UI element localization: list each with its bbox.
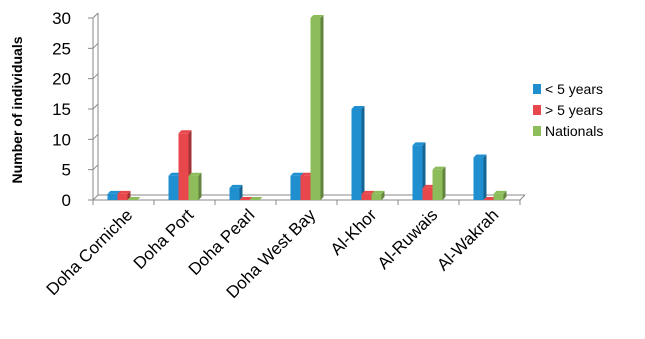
y-tick-label: 10 (52, 130, 71, 149)
bar-over-5-years (483, 197, 497, 200)
y-tick-depth (92, 164, 99, 171)
legend-label: Nationals (545, 123, 603, 139)
bar-under-5-years (473, 154, 487, 200)
bar-under-5-years (351, 106, 365, 200)
bar-nationals (432, 166, 446, 200)
x-tick-label: Al-Khor (327, 205, 381, 259)
y-tick-label: 15 (52, 100, 71, 119)
legend-label: < 5 years (545, 81, 603, 97)
x-tick-label: Al-Wakrah (433, 205, 502, 274)
bar-under-5-years (229, 184, 243, 200)
bar-nationals (188, 172, 202, 200)
bar-under-5-years (412, 142, 426, 200)
y-tick-label: 0 (62, 191, 71, 210)
x-tick-label: Al-Ruwais (374, 205, 442, 273)
legend-label: > 5 years (545, 102, 603, 118)
floor-right-line (519, 194, 526, 201)
y-tick-depth (92, 73, 99, 80)
x-tick-label: Doha Corniche (43, 205, 137, 299)
y-tick-depth (92, 42, 99, 49)
y-ticks: 0 5 10 15 20 25 30 (52, 9, 71, 210)
bar-nationals (371, 190, 385, 200)
y-tick-depth (92, 103, 99, 110)
y-axis-label: Number of individuals (9, 36, 25, 183)
y-tick-depth (92, 133, 99, 140)
bar-over-5-years (239, 197, 253, 200)
y-tick-label: 30 (52, 9, 71, 28)
y-tick-depth (92, 12, 99, 19)
y-tick-label: 5 (62, 161, 71, 180)
y-tick-label: 20 (52, 70, 71, 89)
y-tick-depth (92, 194, 99, 201)
bar-nationals (127, 197, 141, 200)
bar-nationals (249, 197, 263, 200)
legend-swatch (533, 84, 541, 94)
bar-nationals (493, 190, 507, 200)
y-tick-label: 25 (52, 39, 71, 58)
bar-nationals (310, 15, 324, 200)
bars (107, 15, 507, 200)
legend-swatch (533, 105, 541, 115)
legend: < 5 years > 5 years Nationals (533, 81, 603, 139)
legend-swatch (533, 126, 541, 136)
bar-over-5-years (117, 190, 131, 200)
